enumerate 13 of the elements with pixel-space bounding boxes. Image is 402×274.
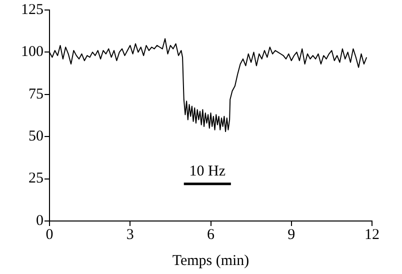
y-tick-label: 75 bbox=[28, 86, 44, 102]
y-tick-label: 50 bbox=[28, 128, 44, 145]
annotation: 10 Hz bbox=[189, 163, 226, 180]
x-tick-label: 9 bbox=[288, 226, 296, 243]
x-tick-label: 3 bbox=[126, 226, 134, 243]
y-tick-label: 125 bbox=[21, 2, 44, 18]
x-tick-label: 12 bbox=[364, 226, 380, 243]
x-axis-title: Temps (min) bbox=[172, 252, 250, 269]
y-tick-label: 0 bbox=[36, 212, 44, 229]
x-tick-label: 0 bbox=[46, 226, 54, 243]
y-tick-label: 25 bbox=[28, 170, 44, 187]
x-tick-label: 6 bbox=[207, 226, 215, 243]
y-tick-label: 100 bbox=[21, 44, 44, 60]
